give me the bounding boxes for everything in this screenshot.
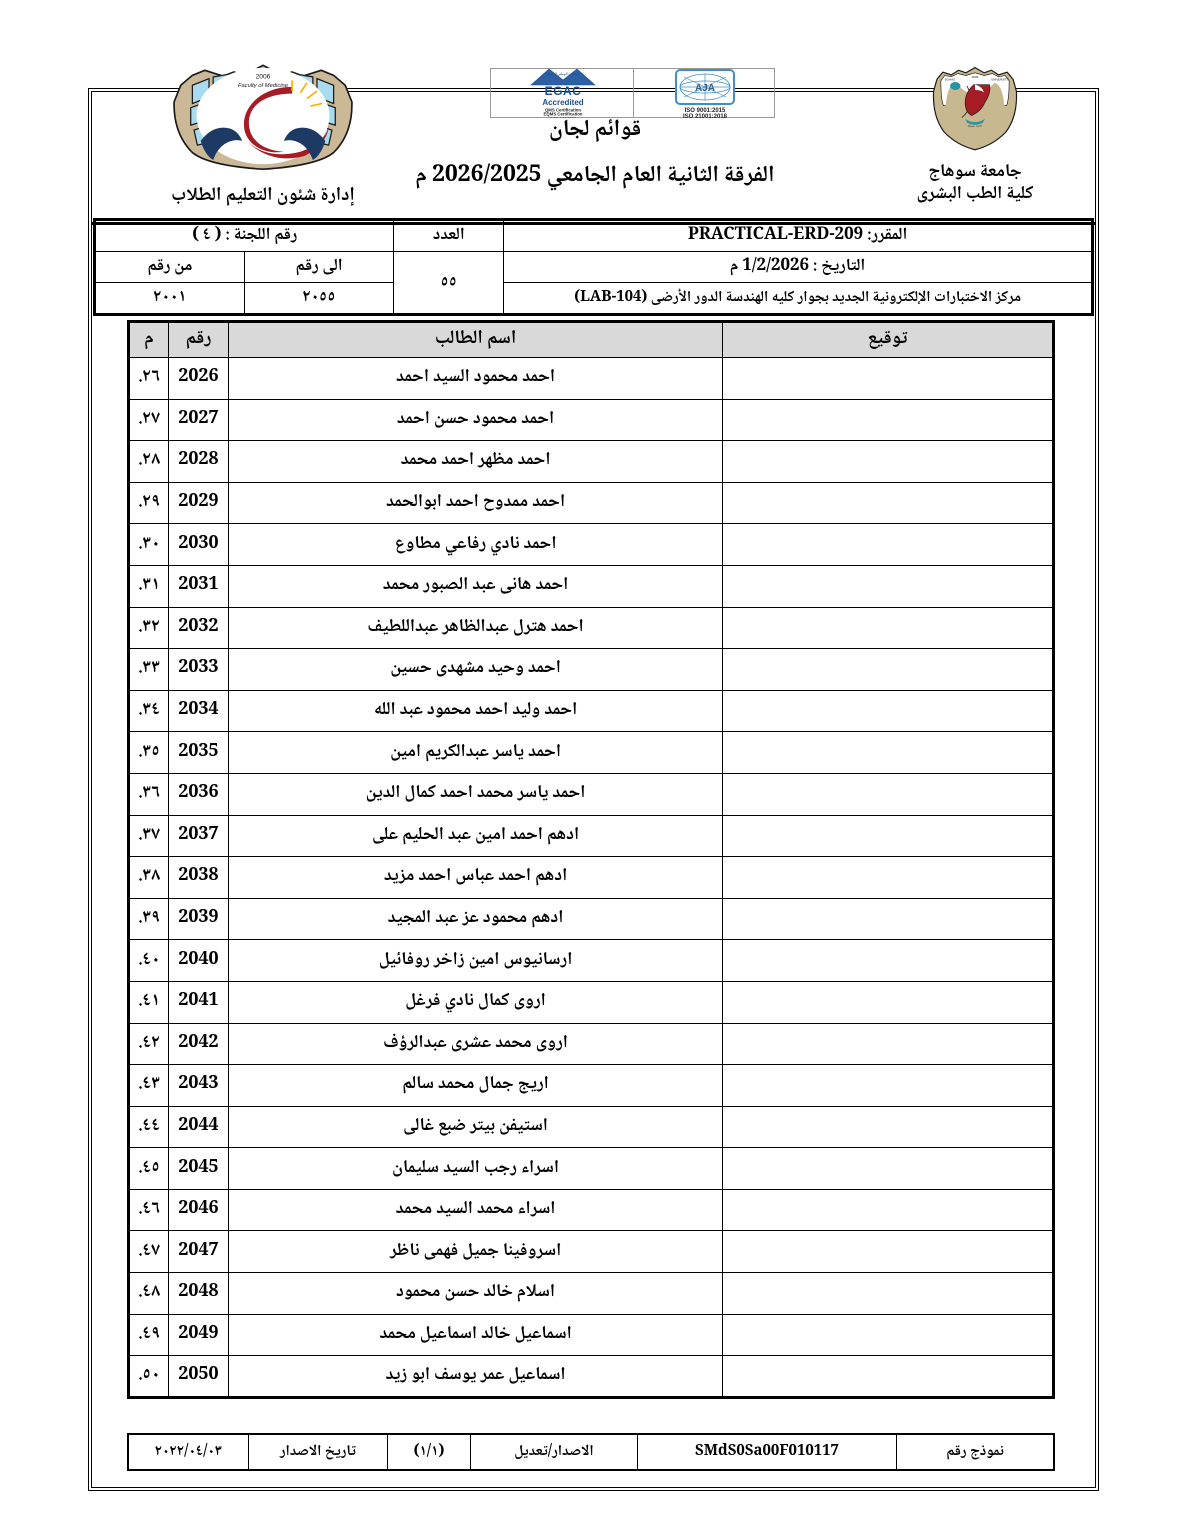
svg-text:Accredited: Accredited <box>542 98 583 107</box>
svg-text:2006: 2006 <box>256 74 271 81</box>
svg-text:المجلس الوطني للاعتماد: المجلس الوطني للاعتماد <box>546 72 579 76</box>
svg-text:UNIVERSITY: UNIVERSITY <box>991 78 1009 82</box>
svg-text:2006: 2006 <box>972 75 979 79</box>
svg-text:AJA: AJA <box>695 83 715 94</box>
svg-text:جامعة سوهاج: جامعة سوهاج <box>968 124 983 128</box>
svg-text:SOHAG: SOHAG <box>945 78 956 82</box>
svg-text:Faculty of Medicine: Faculty of Medicine <box>238 83 289 89</box>
svg-text:EGAC: EGAC <box>545 84 582 98</box>
